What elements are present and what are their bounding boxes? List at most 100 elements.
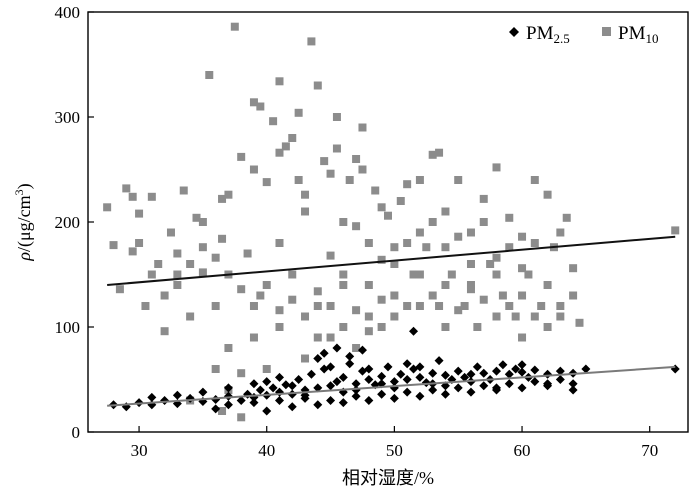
pm10-point xyxy=(211,253,220,262)
pm10-point xyxy=(237,369,246,378)
pm25-point xyxy=(453,383,463,393)
pm10-point xyxy=(377,295,386,304)
pm10-point xyxy=(281,142,290,151)
pm25-point xyxy=(351,385,361,395)
pm10-point xyxy=(256,291,265,300)
pm10-point xyxy=(441,243,450,252)
x-tick-label: 50 xyxy=(386,441,403,460)
pm25-point xyxy=(498,360,508,370)
y-axis-label-close: ) xyxy=(14,183,35,189)
pm25-point xyxy=(517,383,527,393)
pm25-point xyxy=(530,377,540,387)
pm10-point xyxy=(326,302,335,310)
pm25-point xyxy=(428,385,438,395)
pm10-point xyxy=(256,102,265,111)
pm25-point xyxy=(364,364,374,374)
pm10-point xyxy=(313,302,322,310)
pm25-point xyxy=(434,356,444,366)
x-tick-label: 60 xyxy=(514,441,531,460)
pm10-point xyxy=(135,209,144,218)
pm25-point xyxy=(249,398,259,408)
pm10-point xyxy=(173,249,182,258)
pm10-point xyxy=(326,169,335,178)
pm10-point xyxy=(224,344,233,352)
pm10-point xyxy=(466,228,475,237)
pm25-point xyxy=(428,368,438,378)
pm10-point xyxy=(409,270,418,279)
pm10-point xyxy=(358,165,367,174)
pm25-point xyxy=(396,369,406,379)
pm10-point xyxy=(518,333,527,342)
pm25-point xyxy=(268,383,278,393)
pm25-point xyxy=(543,381,553,391)
pm10-point xyxy=(294,108,303,117)
pm10-point xyxy=(301,312,310,321)
pm25-point xyxy=(211,404,221,414)
pm10-point xyxy=(128,192,137,201)
pm10-point xyxy=(160,327,169,336)
pm10-point xyxy=(505,243,514,252)
pm10-point xyxy=(543,323,552,331)
pm10-point xyxy=(364,327,373,336)
pm10-point xyxy=(377,203,386,212)
pm25-point xyxy=(338,398,348,408)
pm25-point xyxy=(364,375,374,384)
pm10-point xyxy=(294,176,303,184)
pm10-point xyxy=(390,291,399,300)
pm10-point xyxy=(218,194,227,203)
pm10-point xyxy=(339,218,348,226)
pm10-point xyxy=(403,180,412,189)
pm10-point xyxy=(275,239,284,247)
pm25-point xyxy=(415,372,425,382)
pm25-point xyxy=(326,362,336,372)
pm10-point xyxy=(441,281,450,289)
pm25-point xyxy=(345,351,355,361)
legend-pm10-sub: 10 xyxy=(645,31,658,46)
pm10-point xyxy=(352,306,361,315)
pm25-point xyxy=(262,406,272,416)
pm10-point xyxy=(403,302,412,310)
pm25-point xyxy=(466,387,476,397)
pm10-point xyxy=(115,285,124,294)
pm10-point xyxy=(466,285,475,294)
pm10-point xyxy=(543,281,552,289)
pm25-point xyxy=(492,385,502,395)
pm10-point xyxy=(307,37,316,46)
pm10-point xyxy=(326,333,335,342)
pm25-point xyxy=(364,396,374,405)
pm25-point xyxy=(294,375,304,384)
pm10-point xyxy=(569,291,578,300)
pm10-point xyxy=(218,234,227,243)
pm25-point xyxy=(281,380,291,390)
pm10-point xyxy=(275,148,284,157)
pm10-point xyxy=(377,255,386,264)
pm10-point xyxy=(505,302,514,310)
pm10-point xyxy=(435,148,444,157)
pm10-point xyxy=(249,165,258,174)
pm25-point xyxy=(287,402,297,412)
pm10-point xyxy=(205,71,214,79)
pm25-point xyxy=(517,367,527,377)
pm25-point xyxy=(326,396,336,405)
pm10-point xyxy=(243,249,252,258)
pm25-point xyxy=(172,390,182,400)
pm10-point xyxy=(524,270,533,279)
y-axis-label-symbol: ρ xyxy=(14,252,34,262)
pm10-point xyxy=(147,270,156,279)
pm10-point xyxy=(384,211,392,220)
pm25-point xyxy=(223,400,233,410)
pm25-point xyxy=(440,370,450,380)
pm10-point xyxy=(498,291,507,300)
pm10-trend-line xyxy=(107,235,676,286)
pm25-point xyxy=(389,383,399,393)
legend-pm25-main: PM xyxy=(526,23,554,44)
pm25-point xyxy=(504,369,514,379)
pm25-point xyxy=(357,345,367,355)
pm10-point xyxy=(103,203,112,212)
pm10-point xyxy=(352,155,361,163)
pm25-point xyxy=(402,387,412,397)
y-axis-label-sup: 3 xyxy=(12,189,26,195)
pm25-point xyxy=(313,400,323,410)
y-tick-label: 300 xyxy=(55,108,81,127)
pm25-point xyxy=(460,372,470,382)
